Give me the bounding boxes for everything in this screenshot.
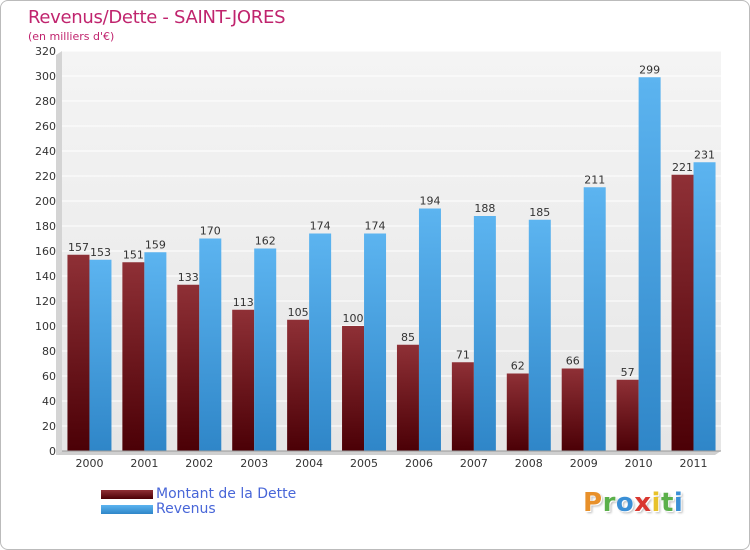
- data-label: 113: [233, 296, 254, 309]
- y-tick-label: 20: [42, 420, 56, 433]
- bar-revenue: [254, 248, 277, 451]
- bar-debt: [232, 309, 255, 451]
- data-label: 188: [474, 202, 495, 215]
- data-label: 185: [529, 206, 550, 219]
- x-tick-label: 2001: [130, 457, 158, 470]
- plot-floor: [56, 451, 721, 455]
- x-tick-label: 2008: [515, 457, 543, 470]
- bar-debt: [122, 262, 145, 451]
- chart-title: Revenus/Dette - SAINT-JORES: [28, 7, 286, 28]
- x-tick-label: 2011: [680, 457, 708, 470]
- data-label: 57: [621, 366, 635, 379]
- data-label: 66: [566, 355, 580, 368]
- y-tick-label: 40: [42, 395, 56, 408]
- x-tick-label: 2003: [240, 457, 268, 470]
- logo-letter: i: [673, 488, 684, 518]
- y-tick-label: 240: [35, 145, 56, 158]
- data-label: 71: [456, 348, 470, 361]
- data-label: 162: [255, 235, 276, 248]
- bar-debt: [287, 319, 310, 451]
- logo-letter: i: [651, 488, 661, 518]
- logo-letter: o: [615, 488, 635, 518]
- data-label: 153: [90, 246, 111, 259]
- bar-debt: [342, 326, 365, 451]
- x-tick-label: 2006: [405, 457, 433, 470]
- data-label: 157: [68, 241, 89, 254]
- legend-label-debt: Montant de la Dette: [156, 486, 297, 502]
- data-label: 85: [401, 331, 415, 344]
- legend-swatch-revenue: [101, 505, 153, 514]
- y-tick-label: 160: [35, 245, 56, 258]
- logo-letter: x: [634, 488, 652, 518]
- y-tick-label: 140: [35, 270, 56, 283]
- logo-letter: r: [602, 488, 616, 518]
- x-tick-label: 2007: [460, 457, 488, 470]
- bar-revenue: [638, 77, 661, 451]
- data-label: 231: [694, 148, 715, 161]
- y-tick-label: 220: [35, 170, 56, 183]
- data-label: 105: [288, 306, 309, 319]
- y-tick-label: 120: [35, 295, 56, 308]
- legend-label-revenue: Revenus: [156, 501, 216, 517]
- y-tick-label: 320: [35, 45, 56, 58]
- bar-revenue: [309, 233, 332, 451]
- data-label: 62: [511, 360, 525, 373]
- y-tick-label: 80: [42, 345, 56, 358]
- data-label: 159: [145, 238, 166, 251]
- logo-letter: t: [660, 488, 674, 518]
- bar-revenue: [473, 216, 496, 451]
- data-label: 299: [639, 63, 660, 76]
- data-label: 170: [200, 225, 221, 238]
- x-tick-label: 2005: [350, 457, 378, 470]
- x-tick-label: 2009: [570, 457, 598, 470]
- bar-revenue: [199, 238, 222, 451]
- plot-side-wall: [56, 51, 62, 455]
- data-label: 174: [310, 220, 331, 233]
- bar-debt: [67, 254, 90, 451]
- data-label: 194: [419, 195, 440, 208]
- data-label: 100: [343, 312, 364, 325]
- y-tick-label: 280: [35, 95, 56, 108]
- y-tick-label: 180: [35, 220, 56, 233]
- x-tick-label: 2010: [625, 457, 653, 470]
- data-label: 133: [178, 271, 199, 284]
- bar-revenue: [583, 187, 606, 451]
- data-label: 151: [123, 248, 144, 261]
- bar-revenue: [364, 233, 387, 451]
- bar-debt: [396, 344, 419, 451]
- y-tick-label: 260: [35, 120, 56, 133]
- proxiti-logo: Proxiti: [583, 488, 683, 518]
- bar-revenue: [418, 208, 441, 451]
- legend-swatch-debt: [101, 490, 153, 499]
- bar-debt: [561, 368, 584, 451]
- bar-debt: [671, 174, 694, 451]
- data-label: 174: [365, 220, 386, 233]
- y-tick-label: 60: [42, 370, 56, 383]
- data-label: 211: [584, 173, 605, 186]
- bar-debt: [616, 379, 639, 451]
- data-label: 221: [672, 161, 693, 174]
- y-tick-label: 0: [49, 445, 56, 458]
- chart-subtitle: (en milliers d'€): [28, 30, 115, 43]
- x-tick-label: 2000: [75, 457, 103, 470]
- x-tick-label: 2004: [295, 457, 323, 470]
- bar-revenue: [693, 162, 716, 451]
- y-tick-label: 100: [35, 320, 56, 333]
- logo-letter: P: [583, 488, 603, 518]
- y-tick-label: 200: [35, 195, 56, 208]
- bar-debt: [451, 362, 474, 451]
- bar-debt: [177, 284, 200, 451]
- bar-revenue: [89, 259, 112, 451]
- y-tick-label: 300: [35, 70, 56, 83]
- bar-revenue: [528, 219, 551, 451]
- bar-revenue: [144, 252, 167, 451]
- x-tick-label: 2002: [185, 457, 213, 470]
- bar-debt: [506, 373, 529, 451]
